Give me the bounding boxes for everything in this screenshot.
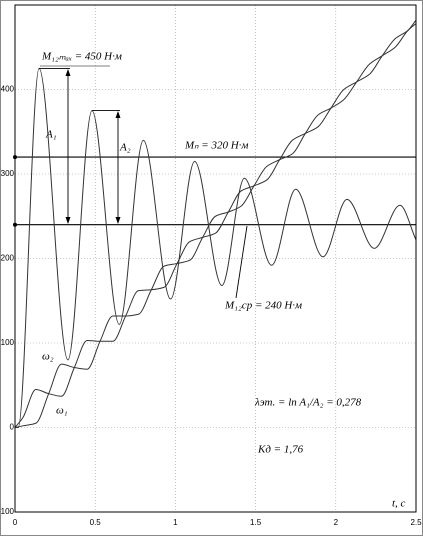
y-tick-label: 100 (1, 338, 15, 347)
labels: M₁₂ₘₐₓ = 450 Н·м A₁ A₂ Mₙ = 320 Н·м M₁₂с… (0, 51, 422, 528)
series-label: ω₁ (56, 405, 68, 417)
annotation: Mₙ = 320 Н·м (184, 140, 248, 152)
annotation: λэт. = ln A₁/A₂ = 0,278 (254, 397, 362, 409)
x-axis-label: t, c (392, 498, 406, 510)
y-tick-label: 200 (1, 254, 15, 263)
annotation: A₁ (45, 129, 57, 141)
y-tick-label: 300 (1, 169, 15, 178)
x-tick-label: 0 (13, 518, 18, 527)
y-tick-label: -100 (0, 507, 15, 516)
annotation: A₂ (119, 142, 131, 154)
series-label: ω₂ (42, 351, 54, 363)
plot-border (14, 4, 417, 513)
annotation: Kд = 1,76 (257, 444, 304, 456)
series-line (14, 23, 417, 428)
x-tick-label: 1 (173, 518, 178, 527)
x-tick-label: 1.5 (250, 518, 262, 527)
curves (13, 19, 417, 428)
annotation: M₁₂ₘₐₓ = 450 Н·м (41, 51, 122, 63)
m12-pointer (235, 225, 248, 299)
series-line (14, 19, 417, 428)
x-tick-label: 0.5 (90, 518, 102, 527)
x-tick-label: 2 (334, 518, 339, 527)
amplitude-markers (39, 65, 248, 299)
y-tick-label: 0 (10, 423, 15, 432)
x-tick-label: 2.5 (410, 518, 422, 527)
annotation: M₁₂ср = 240 Н·м (224, 300, 302, 312)
y-tick-label: 400 (1, 85, 15, 94)
series-line (15, 67, 417, 428)
